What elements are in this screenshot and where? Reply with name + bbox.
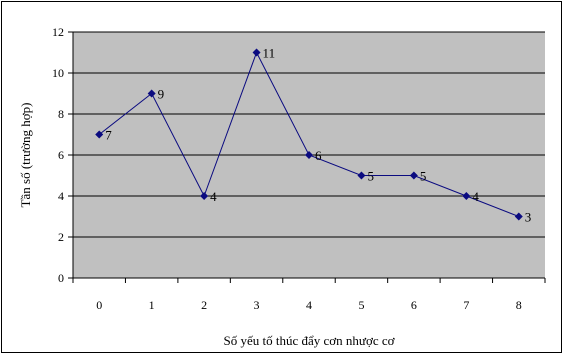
data-point: [147, 89, 156, 98]
data-label: 5: [367, 169, 374, 184]
series-markers: [95, 48, 523, 221]
data-labels: 7 9 4 11 6 5 5 4 3: [105, 46, 531, 225]
data-label: 3: [525, 210, 532, 225]
data-label: 11: [263, 46, 276, 61]
data-point: [357, 171, 366, 180]
data-point: [95, 130, 104, 139]
y-tick-label: 2: [58, 230, 64, 244]
x-tick-label: 4: [306, 298, 312, 312]
x-tick-label: 1: [149, 298, 155, 312]
x-tick-label: 5: [358, 298, 364, 312]
data-point: [409, 171, 418, 180]
data-label: 9: [158, 87, 165, 102]
y-axis-title: Tần số (trường hợp): [18, 103, 33, 208]
x-tick-label: 7: [463, 298, 469, 312]
y-tick-label: 10: [52, 66, 64, 80]
y-tick-label: 12: [52, 25, 64, 39]
y-axis-ticks: 0 2 4 6 8 10 12: [52, 25, 73, 285]
y-tick-label: 4: [58, 189, 64, 203]
data-label: 7: [105, 128, 112, 143]
x-tick-label: 3: [254, 298, 260, 312]
data-label: 6: [315, 148, 322, 163]
x-tick-label: 8: [516, 298, 522, 312]
data-point: [514, 212, 523, 221]
data-label: 4: [210, 189, 217, 204]
data-point: [462, 192, 471, 200]
y-tick-label: 0: [58, 271, 64, 285]
x-axis-title: Số yếu tố thúc đẩy cơn nhược cơ: [224, 333, 396, 348]
x-axis-ticks: 0 1 2 3 4 5 6 7 8: [72, 278, 546, 312]
data-point: [200, 192, 209, 200]
data-point: [305, 151, 313, 159]
x-tick-label: 6: [411, 298, 417, 312]
x-tick-label: 0: [96, 298, 102, 312]
data-label: 5: [420, 169, 427, 184]
y-tick-label: 6: [58, 148, 64, 162]
y-tick-label: 8: [58, 107, 64, 121]
data-label: 4: [472, 189, 479, 204]
data-point: [252, 48, 261, 57]
x-tick-label: 2: [201, 298, 207, 312]
